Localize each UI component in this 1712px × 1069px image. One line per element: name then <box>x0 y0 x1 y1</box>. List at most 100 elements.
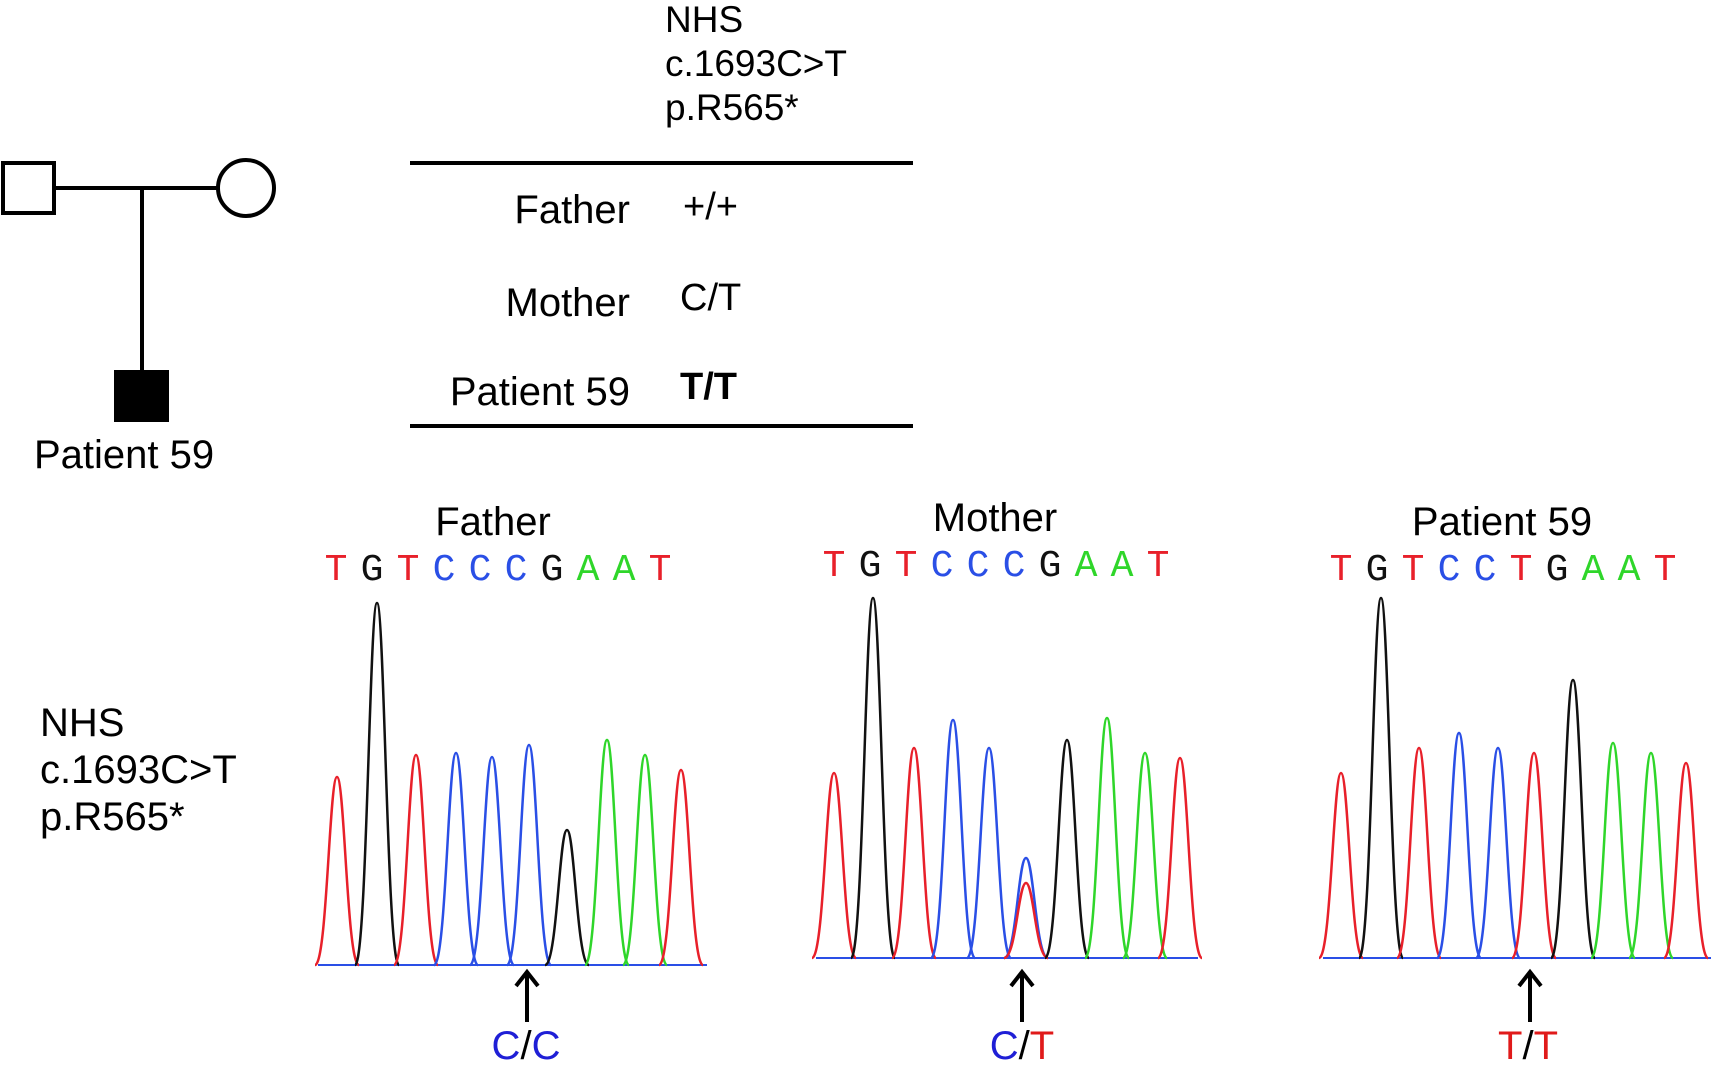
base-call: A <box>1074 545 1098 588</box>
trace-peak-T <box>1662 761 1710 960</box>
base-call: C <box>1473 549 1497 592</box>
base-call: T <box>1653 549 1677 592</box>
trace-peak-T <box>1395 746 1443 960</box>
trace-peak-C <box>1002 856 1050 960</box>
trace-peak-T <box>1156 756 1204 960</box>
trace-peak-A <box>1627 751 1675 960</box>
genotype-separator: / <box>1018 1024 1030 1068</box>
table-bottom-rule <box>410 424 913 428</box>
trace-peak-G <box>849 596 897 960</box>
base-call: A <box>1581 549 1605 592</box>
table-row-mother-genotype: C/T <box>680 277 742 319</box>
table-header-protein: p.R565* <box>665 87 799 128</box>
base-call: T <box>396 549 420 592</box>
trace-title: Mother <box>932 496 1058 540</box>
genotype-label: C/T <box>942 1024 1102 1069</box>
base-call: T <box>648 549 672 592</box>
trace-peak-A <box>1589 741 1637 960</box>
trace-peak-C <box>432 751 480 967</box>
base-call: G <box>858 545 882 588</box>
trace-peak-C <box>468 755 516 967</box>
base-call: C <box>468 549 492 592</box>
base-call: T <box>1146 545 1170 588</box>
base-call: C <box>432 549 456 592</box>
table-row-father-genotype: +/+ <box>683 186 738 228</box>
trace-peak-T <box>1317 771 1365 960</box>
trace-title: Father <box>435 500 551 544</box>
base-call: A <box>1110 545 1134 588</box>
table-row-patient-genotype: T/T <box>680 366 737 408</box>
trace-panel-0-peaks <box>313 601 707 1022</box>
trace-peak-C <box>1474 746 1522 960</box>
trace-peak-A <box>1121 751 1169 960</box>
genotype-separator: / <box>1522 1024 1534 1068</box>
variant-arrow-head <box>1517 968 1543 988</box>
patient-affected-square-symbol <box>114 370 169 422</box>
trace-peak-C <box>965 746 1013 960</box>
trace-peak-G <box>1357 596 1405 960</box>
trace-panel-1-peaks <box>810 596 1204 1022</box>
table-row-father-name: Father <box>514 188 630 232</box>
base-call: T <box>1401 549 1425 592</box>
base-call: T <box>324 549 348 592</box>
base-call: A <box>576 549 600 592</box>
genotype-allele: T <box>1533 1024 1558 1068</box>
pedigree-patient-label: Patient 59 <box>34 433 215 477</box>
trace-peak-C <box>1435 731 1483 960</box>
base-call: T <box>822 545 846 588</box>
genotype-label: T/T <box>1448 1024 1608 1069</box>
trace-peak-G <box>543 828 591 967</box>
base-call: T <box>1509 549 1533 592</box>
base-call: A <box>1617 549 1641 592</box>
side-label-cdna: c.1693C>T <box>40 748 237 792</box>
base-call: G <box>1038 545 1062 588</box>
base-call: A <box>612 549 636 592</box>
base-call: G <box>1365 549 1389 592</box>
trace-peak-T <box>1003 881 1049 960</box>
trace-peak-G <box>1549 678 1597 960</box>
genotype-allele: C <box>531 1024 561 1068</box>
trace-peak-G <box>353 601 401 967</box>
mother-circle-symbol <box>216 158 276 218</box>
trace-peak-T <box>1510 751 1558 960</box>
genotype-allele: T <box>1029 1024 1055 1068</box>
base-call: C <box>930 545 954 588</box>
genotype-allele: T <box>1498 1024 1523 1068</box>
side-label-protein: p.R565* <box>40 795 185 839</box>
trace-peak-T <box>890 746 938 960</box>
base-call: C <box>1002 545 1026 588</box>
base-call: C <box>1437 549 1461 592</box>
base-call: T <box>1329 549 1353 592</box>
base-call: T <box>894 545 918 588</box>
variant-arrow-head <box>1009 968 1035 988</box>
trace-peak-T <box>392 753 440 967</box>
genotype-label: C/C <box>446 1024 606 1069</box>
trace-title: Patient 59 <box>1411 500 1593 544</box>
trace-peak-T <box>810 771 858 960</box>
table-row-patient-name: Patient 59 <box>449 370 630 414</box>
trace-peak-G <box>1043 738 1091 960</box>
table-top-rule <box>410 161 913 165</box>
trace-peak-A <box>1083 716 1131 960</box>
table-row-mother-name: Mother <box>505 281 631 325</box>
trace-peak-A <box>583 738 631 967</box>
trace-peak-A <box>621 753 669 967</box>
side-label-gene: NHS <box>40 701 125 745</box>
trace-peak-T <box>313 775 361 967</box>
trace-peak-C <box>929 718 977 960</box>
base-call: G <box>360 549 384 592</box>
father-square-symbol <box>1 161 56 215</box>
base-call: G <box>540 549 564 592</box>
trace-peak-C <box>505 743 553 967</box>
trace-peak-T <box>657 768 705 967</box>
trace-panel-2-peaks <box>1317 596 1711 1022</box>
genotype-separator: / <box>520 1024 532 1068</box>
table-header-gene: NHS <box>665 0 744 40</box>
base-call: C <box>966 545 990 588</box>
genotype-allele: C <box>989 1024 1019 1068</box>
base-call: C <box>504 549 528 592</box>
base-call: G <box>1545 549 1569 592</box>
